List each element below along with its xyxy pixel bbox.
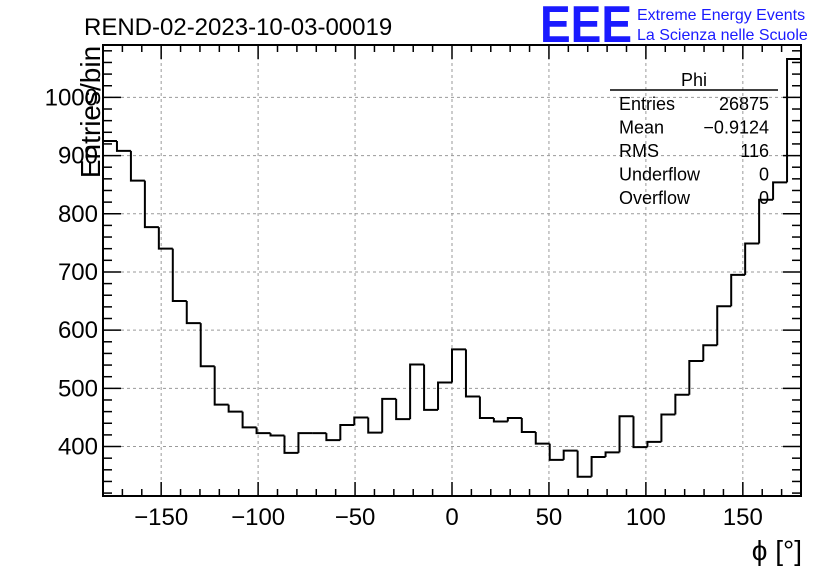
- histogram-bin: [744, 242, 760, 275]
- stats-row-label: Entries: [619, 94, 675, 114]
- histogram-bin: [730, 273, 746, 307]
- histogram-bin: [423, 364, 439, 411]
- histogram-bin: [325, 433, 341, 442]
- histogram-bin: [115, 141, 131, 152]
- histogram-bin: [716, 305, 732, 346]
- logo-line-2: La Scienza nelle Scuole: [637, 27, 808, 44]
- histogram-bin: [269, 433, 285, 437]
- stats-box: Phi Entries 26875 Mean −0.9124 RMS 116 Underfl…: [610, 70, 778, 208]
- chart-title: REND-02-2023-10-03-00019: [84, 14, 392, 41]
- x-tick-label: 50: [536, 504, 563, 531]
- grid: [103, 45, 801, 496]
- histogram-bin: [576, 450, 592, 478]
- histogram-bin: [646, 440, 662, 448]
- histogram-bin: [520, 418, 536, 433]
- histogram-bin: [171, 248, 187, 303]
- y-tick-label: 400: [58, 434, 98, 461]
- histogram-bin: [451, 348, 466, 383]
- histogram-bin: [241, 411, 257, 429]
- stats-row-label: Overflow: [619, 188, 691, 208]
- histogram-bin: [227, 404, 243, 413]
- histogram-bin: [381, 397, 397, 433]
- stats-row-value: 0: [759, 165, 769, 185]
- histogram-bin: [255, 427, 271, 435]
- histogram-bin: [660, 413, 676, 442]
- y-tick-label: 600: [58, 317, 98, 344]
- histogram-bin: [129, 150, 145, 182]
- x-axis: −150 −100 −50 0 50 100 150: [102, 45, 802, 531]
- stats-row-label: Underflow: [619, 165, 701, 185]
- histogram-bin: [464, 349, 480, 398]
- y-tick-label: 800: [58, 201, 98, 228]
- histogram-bin: [353, 416, 369, 426]
- histogram-bin: [478, 396, 494, 420]
- histogram-bin: [395, 398, 411, 421]
- histogram-bin: [534, 431, 550, 445]
- histogram-bin: [786, 57, 801, 183]
- stats-row-value: 116: [740, 141, 769, 161]
- stats-row-value: 0: [759, 188, 769, 208]
- histogram-bin: [185, 301, 201, 325]
- histogram-bin: [143, 180, 159, 229]
- x-tick-label: 150: [723, 504, 763, 531]
- histogram-bin: [506, 417, 522, 422]
- y-tick-label: 1000: [45, 84, 98, 111]
- histogram-bin: [702, 344, 718, 361]
- histogram-bin: [590, 456, 606, 477]
- histogram-bin: [674, 393, 690, 415]
- y-axis: 400 500 600 700 800 900 1000: [45, 50, 801, 494]
- y-tick-label: 900: [58, 143, 98, 170]
- logo-line-1: Extreme Energy Events: [637, 7, 805, 24]
- histogram-bin: [409, 363, 425, 420]
- x-tick-label: 100: [626, 504, 666, 531]
- y-tick-label: 500: [58, 375, 98, 402]
- histogram-bin: [213, 366, 229, 406]
- x-tick-label: −50: [335, 504, 376, 531]
- histogram-bin: [758, 198, 774, 244]
- histogram-bin: [632, 416, 648, 449]
- histogram-bin: [283, 435, 299, 454]
- x-axis-title: ϕ [°]: [752, 535, 802, 566]
- stats-row-label: Mean: [619, 118, 664, 138]
- histogram-bin: [772, 181, 788, 200]
- x-tick-label: −150: [134, 504, 188, 531]
- histogram-bin: [562, 449, 578, 460]
- histogram-bin: [297, 432, 313, 453]
- histogram-bin: [437, 381, 452, 410]
- histogram-bin: [339, 424, 355, 441]
- histogram-bin: [157, 227, 173, 250]
- stats-title: Phi: [681, 70, 707, 90]
- y-axis-title: Entries/bin: [75, 46, 106, 178]
- histogram-bin: [604, 451, 620, 458]
- x-tick-label: 0: [445, 504, 458, 531]
- histogram-bin: [367, 417, 383, 434]
- histogram-bin: [688, 359, 704, 395]
- stats-row-label: RMS: [619, 141, 659, 161]
- eee-logo: EEE Extreme Energy Events La Scienza nel…: [540, 0, 808, 54]
- stats-row-value: 26875: [719, 94, 769, 114]
- stats-row-value: −0.9124: [703, 118, 769, 138]
- y-tick-label: 700: [58, 259, 98, 286]
- histogram-bin: [199, 323, 215, 368]
- histogram-bin: [618, 415, 634, 453]
- x-tick-label: −100: [231, 504, 285, 531]
- histogram-bin: [492, 418, 508, 423]
- histogram-bin: [548, 443, 564, 461]
